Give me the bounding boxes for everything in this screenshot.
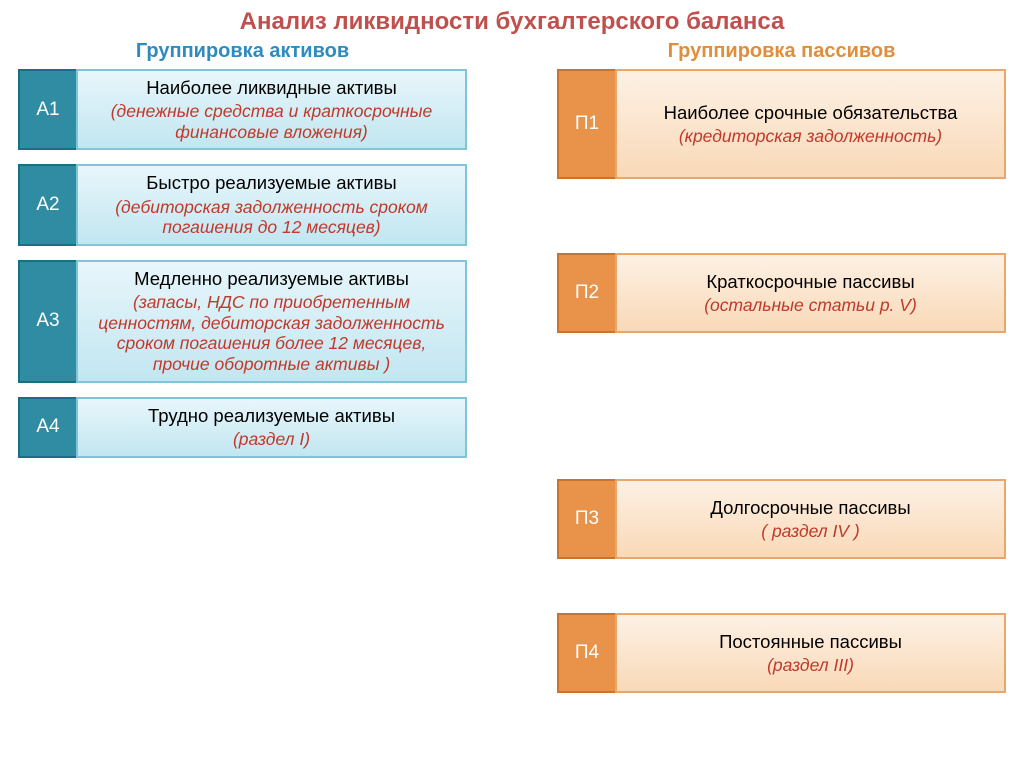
asset-a1-badge: А1 bbox=[18, 69, 76, 150]
liab-p2: П2 Краткосрочные пассивы (остальные стат… bbox=[557, 253, 1006, 333]
spacer-1 bbox=[557, 193, 1006, 239]
liab-p2-content: Краткосрочные пассивы (остальные статьи … bbox=[615, 253, 1006, 333]
asset-a4-content: Трудно реализуемые активы (раздел I) bbox=[76, 397, 467, 458]
liab-p3-content: Долгосрочные пассивы ( раздел IV ) bbox=[615, 479, 1006, 559]
asset-a3: А3 Медленно реализуемые активы (запасы, … bbox=[18, 260, 467, 383]
asset-a3-detail: (запасы, НДС по приобретенным ценностям,… bbox=[88, 292, 455, 375]
spacer-2 bbox=[557, 347, 1006, 465]
assets-items: А1 Наиболее ликвидные активы (денежные с… bbox=[18, 69, 467, 458]
liab-p2-title: Краткосрочные пассивы bbox=[706, 271, 914, 293]
column-liabilities: Группировка пассивов П1 Наиболее срочные… bbox=[557, 40, 1006, 693]
liab-p1-detail: (кредиторская задолженность) bbox=[679, 126, 942, 147]
liab-p4-content: Постоянные пассивы (раздел III) bbox=[615, 613, 1006, 693]
asset-a4: А4 Трудно реализуемые активы (раздел I) bbox=[18, 397, 467, 458]
asset-a1-detail: (денежные средства и краткосрочные финан… bbox=[88, 101, 455, 142]
page-title: Анализ ликвидности бухгалтерского баланс… bbox=[18, 8, 1006, 36]
asset-a2-detail: (дебиторская задолженность сроком погаше… bbox=[88, 197, 455, 238]
column-assets: Группировка активов А1 Наиболее ликвидны… bbox=[18, 40, 467, 693]
asset-a3-content: Медленно реализуемые активы (запасы, НДС… bbox=[76, 260, 467, 383]
liab-p4: П4 Постоянные пассивы (раздел III) bbox=[557, 613, 1006, 693]
liab-p4-badge: П4 bbox=[557, 613, 615, 693]
liab-p1-title: Наиболее срочные обязательства bbox=[664, 102, 958, 124]
liab-p3-title: Долгосрочные пассивы bbox=[710, 497, 910, 519]
liab-p1: П1 Наиболее срочные обязательства (креди… bbox=[557, 69, 1006, 179]
asset-a4-title: Трудно реализуемые активы bbox=[148, 405, 395, 427]
spacer-3 bbox=[557, 573, 1006, 599]
liab-p4-title: Постоянные пассивы bbox=[719, 631, 902, 653]
column-liabilities-heading: Группировка пассивов bbox=[557, 40, 1006, 63]
asset-a4-detail: (раздел I) bbox=[233, 429, 310, 450]
liab-p2-badge: П2 bbox=[557, 253, 615, 333]
liab-p3-badge: П3 bbox=[557, 479, 615, 559]
liab-p3-detail: ( раздел IV ) bbox=[761, 521, 860, 542]
liab-p3: П3 Долгосрочные пассивы ( раздел IV ) bbox=[557, 479, 1006, 559]
asset-a3-badge: А3 bbox=[18, 260, 76, 383]
asset-a2-content: Быстро реализуемые активы (дебиторская з… bbox=[76, 164, 467, 245]
liabilities-items: П1 Наиболее срочные обязательства (креди… bbox=[557, 69, 1006, 693]
column-assets-heading: Группировка активов bbox=[18, 40, 467, 63]
columns-wrap: Группировка активов А1 Наиболее ликвидны… bbox=[18, 40, 1006, 693]
liab-p1-content: Наиболее срочные обязательства (кредитор… bbox=[615, 69, 1006, 179]
asset-a2-badge: А2 bbox=[18, 164, 76, 245]
asset-a4-badge: А4 bbox=[18, 397, 76, 458]
asset-a2: А2 Быстро реализуемые активы (дебиторска… bbox=[18, 164, 467, 245]
liab-p1-badge: П1 bbox=[557, 69, 615, 179]
asset-a2-title: Быстро реализуемые активы bbox=[146, 172, 396, 194]
asset-a1-title: Наиболее ликвидные активы bbox=[146, 77, 397, 99]
asset-a1-content: Наиболее ликвидные активы (денежные сред… bbox=[76, 69, 467, 150]
liab-p4-detail: (раздел III) bbox=[767, 655, 854, 676]
asset-a1: А1 Наиболее ликвидные активы (денежные с… bbox=[18, 69, 467, 150]
liab-p2-detail: (остальные статьи р. V) bbox=[704, 295, 917, 316]
asset-a3-title: Медленно реализуемые активы bbox=[134, 268, 409, 290]
